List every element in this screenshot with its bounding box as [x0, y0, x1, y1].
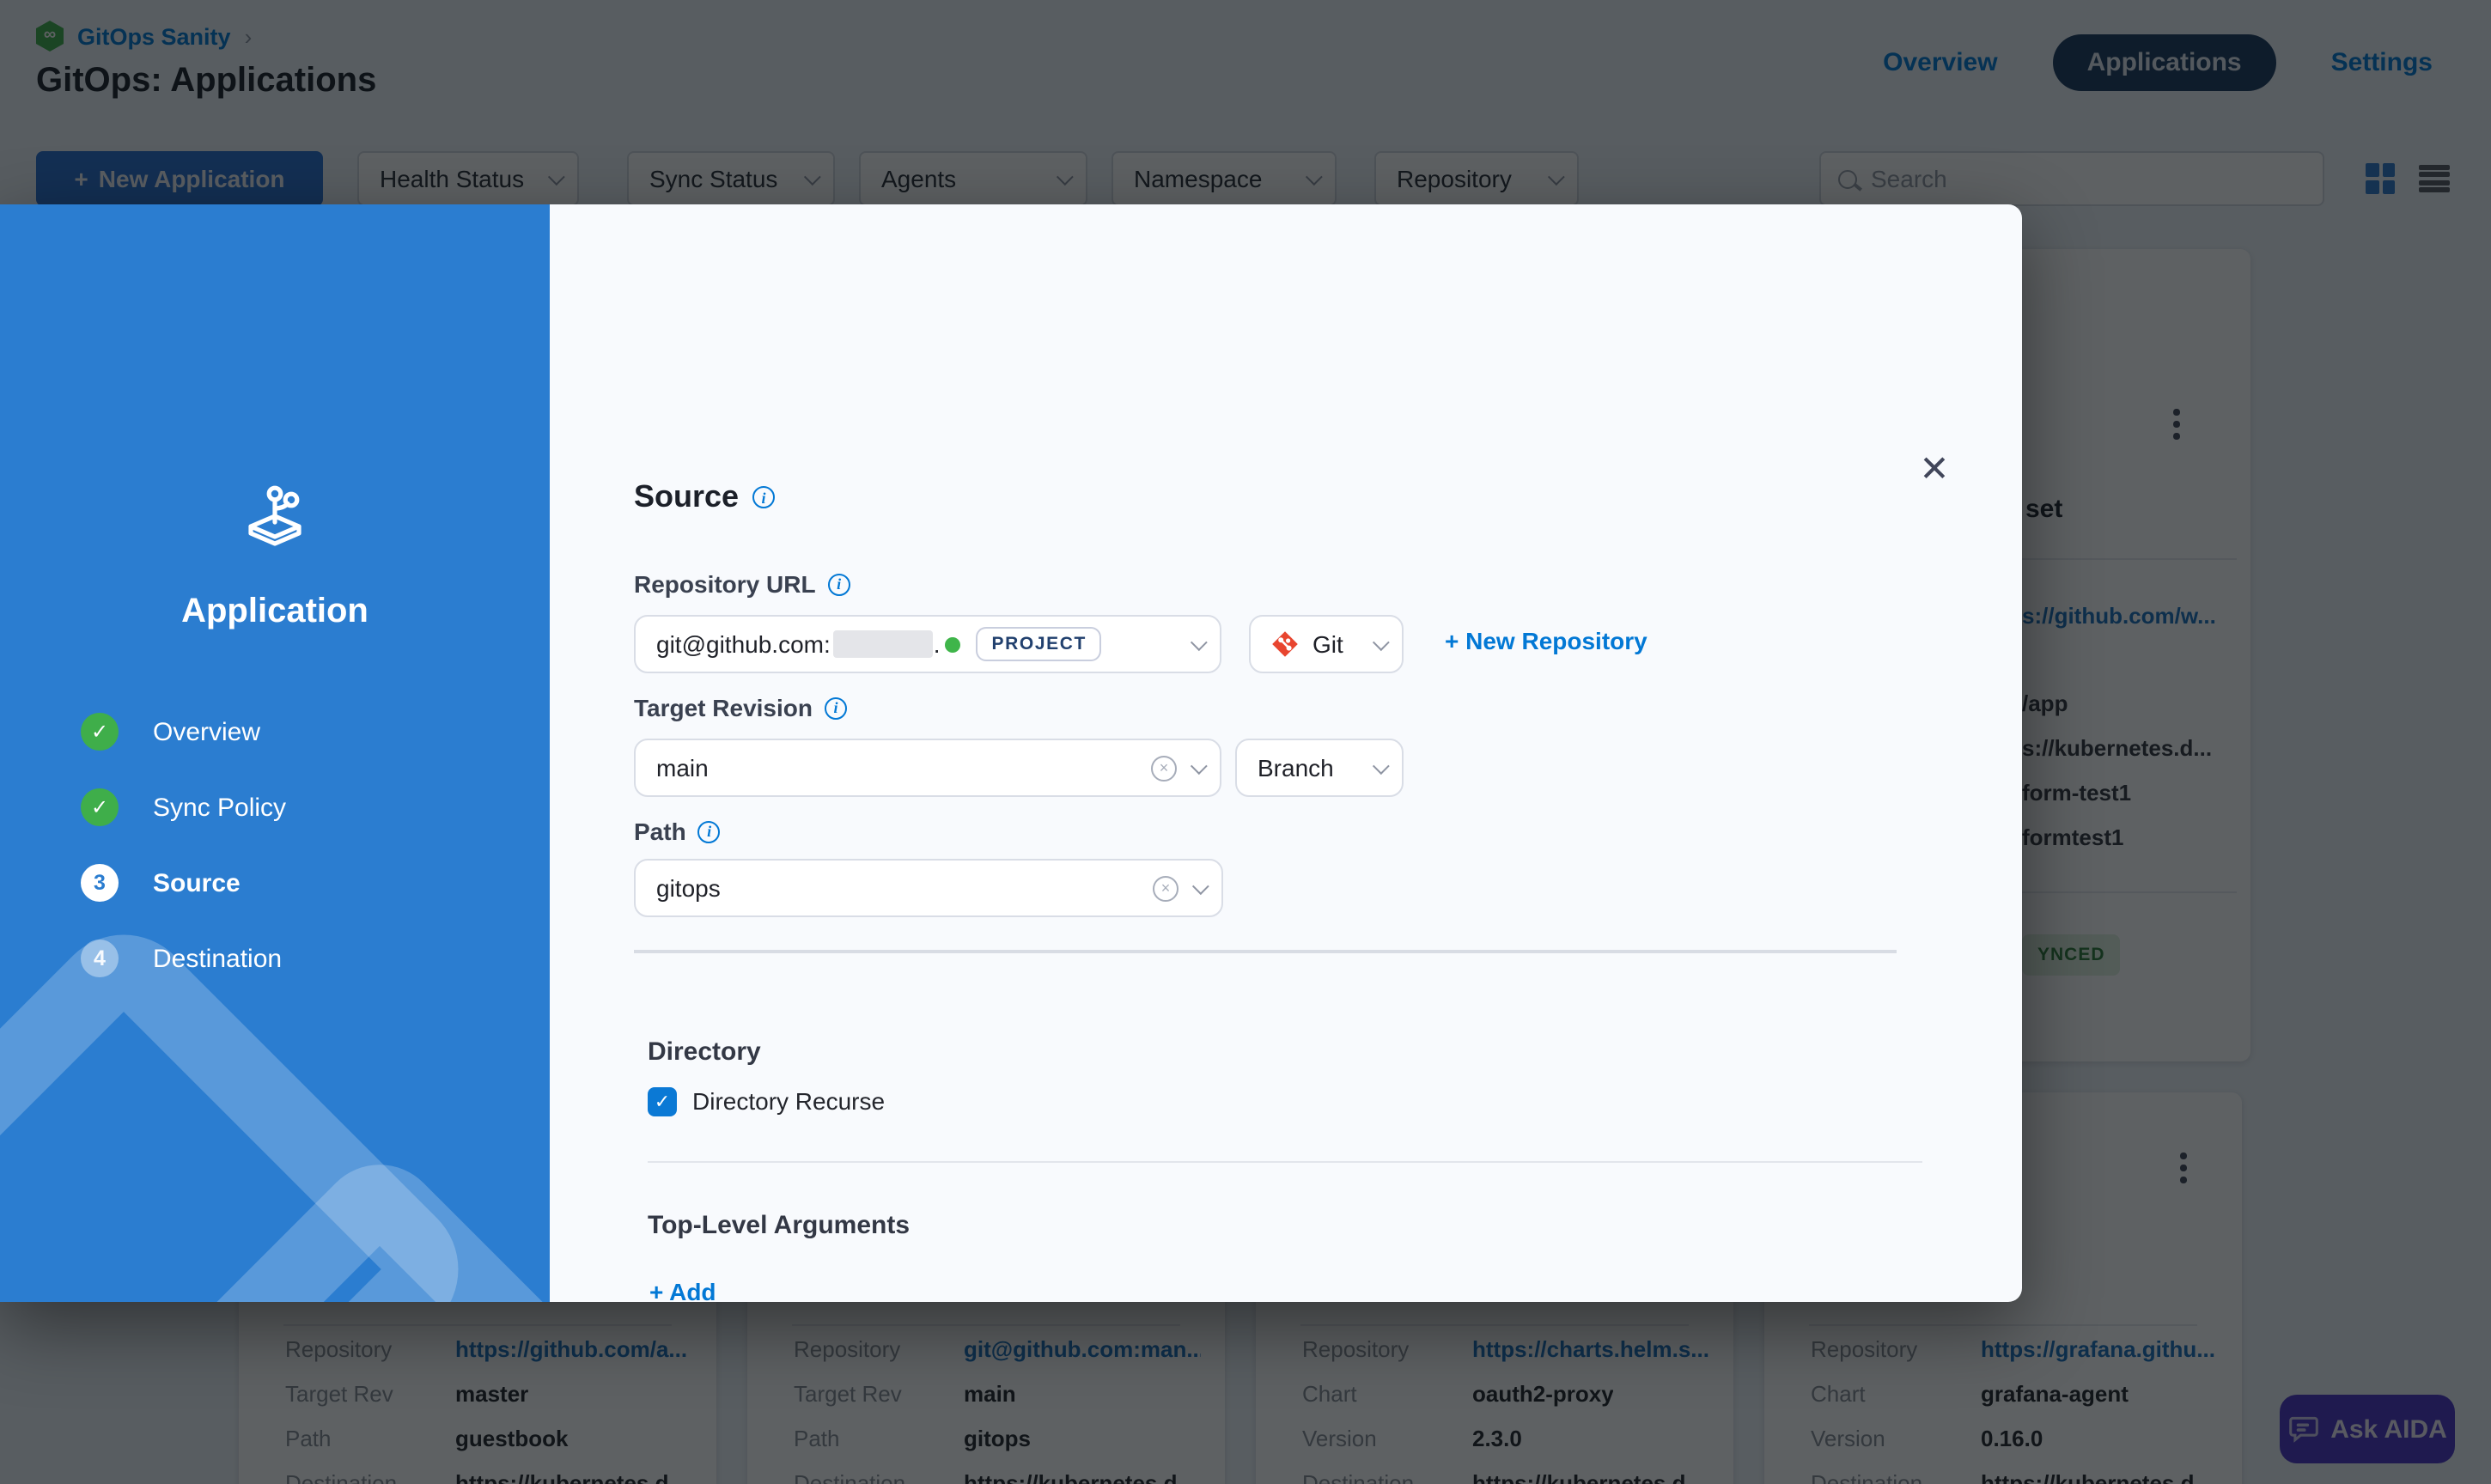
new-repository-link[interactable]: + New Repository	[1445, 627, 1647, 654]
info-icon[interactable]: i	[827, 573, 850, 595]
add-argument-link[interactable]: + Add	[649, 1278, 716, 1302]
chevron-down-icon[interactable]	[1190, 757, 1208, 775]
wizard-sidebar: Application Overview Sync Policy 3 Sourc…	[0, 204, 550, 1302]
target-revision-label: Target Revision i	[634, 694, 847, 721]
step-number: 3	[81, 864, 119, 902]
git-icon	[1272, 631, 1298, 657]
check-icon	[81, 713, 119, 751]
step-source[interactable]: 3 Source	[81, 864, 286, 902]
step-sync-policy[interactable]: Sync Policy	[81, 788, 286, 826]
chevron-down-icon[interactable]	[1191, 877, 1209, 895]
step-overview[interactable]: Overview	[81, 713, 286, 751]
modal-title: Source i	[634, 479, 776, 515]
target-revision-input[interactable]: main ×	[634, 739, 1221, 797]
repo-type-select[interactable]: Git	[1249, 615, 1404, 673]
chevron-down-icon[interactable]	[1190, 633, 1208, 651]
connected-status-dot	[945, 636, 961, 652]
revision-type-select[interactable]: Branch	[1235, 739, 1404, 797]
directory-recurse-label: Directory Recurse	[692, 1087, 886, 1115]
wizard-steps: Overview Sync Policy 3 Source 4 Destinat…	[81, 713, 286, 977]
repository-url-label: Repository URL i	[634, 570, 850, 598]
info-icon[interactable]: i	[697, 820, 721, 842]
clear-icon[interactable]: ×	[1151, 755, 1177, 781]
redacted-text-block	[833, 630, 934, 658]
directory-recurse-checkbox[interactable]	[648, 1087, 677, 1116]
repository-url-input[interactable]: git@github.com: . PROJECT	[634, 615, 1221, 673]
divider	[634, 950, 1897, 953]
project-scope-badge: PROJECT	[976, 627, 1102, 661]
application-icon	[248, 485, 301, 546]
chevron-down-icon[interactable]	[1372, 757, 1390, 775]
directory-heading: Directory	[648, 1037, 761, 1067]
info-icon[interactable]: i	[752, 486, 776, 508]
step-destination[interactable]: 4 Destination	[81, 940, 286, 977]
check-icon	[81, 788, 119, 826]
clear-icon[interactable]: ×	[1153, 875, 1179, 901]
top-level-arguments-heading: Top-Level Arguments	[648, 1211, 911, 1240]
step-number: 4	[81, 940, 119, 977]
wizard-title: Application	[181, 593, 368, 630]
info-icon[interactable]: i	[825, 696, 847, 719]
chevron-down-icon[interactable]	[1372, 633, 1390, 651]
path-input[interactable]: gitops ×	[634, 859, 1223, 917]
path-label: Path i	[634, 818, 721, 845]
close-icon[interactable]: ✕	[1919, 449, 1950, 489]
new-application-modal: Application Overview Sync Policy 3 Sourc…	[0, 204, 2022, 1302]
divider	[648, 1161, 1922, 1163]
